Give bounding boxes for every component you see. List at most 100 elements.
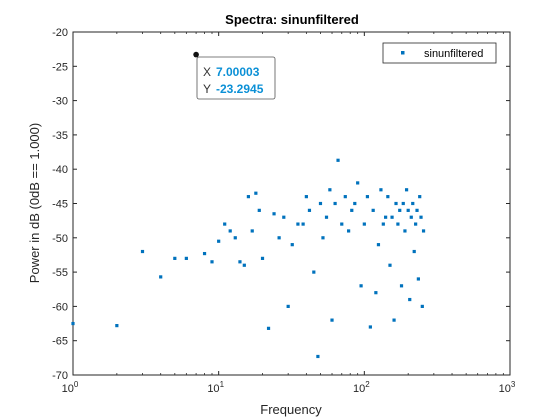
- data-point: [414, 222, 418, 226]
- data-point: [159, 275, 163, 279]
- data-point: [416, 277, 420, 281]
- data-point: [343, 195, 347, 199]
- data-point: [312, 270, 316, 274]
- data-point: [272, 212, 276, 216]
- data-point: [368, 325, 372, 329]
- scatter-points: [71, 53, 426, 359]
- data-point: [246, 195, 251, 199]
- data-point: [228, 229, 232, 233]
- data-point: [324, 215, 329, 219]
- data-point: [408, 297, 412, 302]
- data-point: [374, 291, 378, 295]
- data-point: [350, 208, 354, 212]
- data-point: [399, 284, 404, 288]
- y-tick-label: -35: [52, 130, 68, 142]
- data-point: [386, 195, 390, 199]
- data-point: [173, 256, 177, 260]
- x-axis-ticks: 100 101 102 103: [62, 32, 516, 395]
- data-point: [71, 321, 75, 326]
- datatip-marker[interactable]: [193, 51, 199, 58]
- data-point: [353, 201, 357, 206]
- data-point: [412, 249, 416, 254]
- data-point: [277, 236, 281, 240]
- x-tick-label: 103: [499, 380, 516, 395]
- datatip-box: [196, 56, 276, 100]
- chart-title: Spectra: sinunfiltered: [225, 12, 359, 27]
- legend-entry-sinunfiltered: sinunfiltered: [424, 48, 483, 60]
- data-point: [316, 354, 320, 359]
- data-point: [390, 215, 394, 219]
- data-point: [371, 208, 375, 212]
- data-point: [301, 222, 305, 226]
- data-point: [362, 222, 366, 226]
- x-tick-label: 102: [353, 380, 370, 395]
- data-point: [401, 201, 405, 206]
- data-point: [333, 201, 337, 206]
- data-point: [250, 229, 254, 233]
- data-point: [409, 215, 413, 219]
- data-point: [210, 260, 214, 264]
- data-point: [266, 326, 271, 330]
- data-point: [420, 304, 424, 308]
- y-tick-label: -45: [52, 199, 68, 211]
- data-point: [340, 222, 344, 226]
- data-point: [321, 236, 325, 240]
- plot-area: [72, 31, 511, 376]
- data-point: [254, 191, 258, 195]
- data-point: [238, 260, 242, 264]
- legend-box: [382, 42, 497, 64]
- data-point: [384, 215, 388, 219]
- data-point: [415, 208, 419, 212]
- data-point: [282, 215, 286, 219]
- data-point: [376, 243, 381, 247]
- data-point: [328, 188, 332, 192]
- data-point: [394, 201, 398, 206]
- data-point: [330, 318, 334, 322]
- data-point: [398, 208, 402, 212]
- data-point: [411, 201, 415, 206]
- legend-marker: [401, 51, 405, 55]
- y-tick-label: -40: [52, 164, 68, 176]
- data-point: [223, 222, 227, 226]
- data-point: [356, 181, 360, 185]
- y-tick-label: -20: [52, 27, 68, 39]
- y-axis-label: Power in dB (0dB == 1.000): [27, 123, 42, 283]
- data-point: [257, 208, 261, 212]
- datatip-y-key: Y: [203, 82, 211, 96]
- data-point: [242, 263, 246, 267]
- legend: sinunfiltered: [382, 42, 497, 64]
- y-tick-label: -25: [52, 61, 68, 73]
- data-point: [318, 201, 323, 206]
- data-point: [392, 318, 396, 322]
- data-point: [419, 215, 423, 219]
- y-tick-label: -70: [52, 370, 68, 382]
- datatip[interactable]: X 7.00003 Y -23.2945: [193, 51, 276, 100]
- data-point: [421, 229, 426, 233]
- data-point: [336, 158, 340, 162]
- x-axis-label: Frequency: [260, 402, 322, 417]
- data-point: [381, 222, 385, 226]
- data-point: [388, 263, 392, 267]
- data-point: [307, 208, 312, 212]
- data-point: [365, 195, 370, 199]
- data-point: [202, 251, 207, 256]
- datatip-y-value: -23.2945: [216, 82, 264, 96]
- data-point: [359, 284, 363, 288]
- data-point: [304, 195, 308, 199]
- data-point: [184, 256, 188, 260]
- data-point: [140, 249, 145, 254]
- datatip-x-key: X: [203, 65, 211, 79]
- data-point: [217, 239, 221, 243]
- y-tick-label: -55: [52, 267, 68, 279]
- data-point: [296, 222, 300, 226]
- data-point: [115, 324, 119, 328]
- y-axis-ticks: -70 -65 -60 -55 -50 -45 -40 -35 -30 -25 -20: [52, 27, 510, 382]
- data-point: [347, 229, 351, 233]
- x-tick-label: 100: [62, 380, 79, 395]
- data-point: [404, 188, 409, 192]
- data-point: [418, 195, 422, 199]
- y-tick-label: -65: [52, 336, 68, 348]
- data-point: [260, 256, 265, 260]
- data-point: [290, 243, 294, 247]
